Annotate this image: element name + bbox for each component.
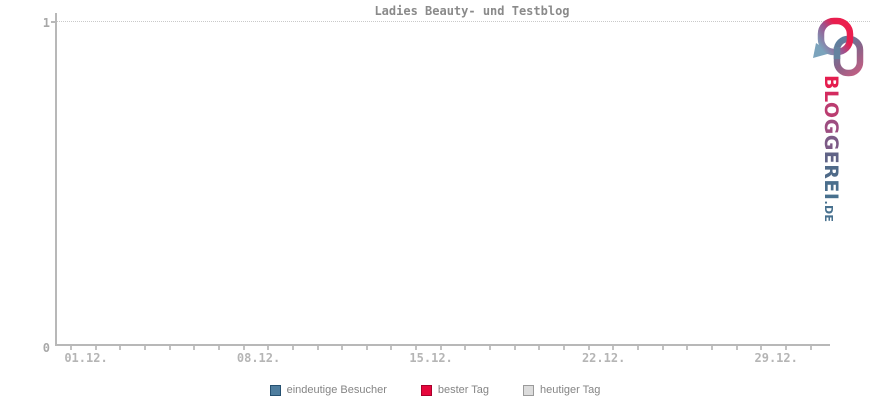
x-tick-label: 15.12.	[409, 351, 453, 365]
legend: eindeutige Besucher bester Tag heutiger Ta…	[0, 384, 870, 396]
x-tick	[612, 346, 615, 350]
x-tick	[242, 346, 245, 350]
legend-item: heutiger Tag	[523, 384, 600, 396]
x-tick-label: 08.12.	[236, 351, 281, 365]
x-tick	[809, 346, 812, 350]
x-tick	[439, 346, 442, 350]
x-tick	[710, 346, 713, 350]
x-tick	[193, 346, 196, 350]
x-tick	[563, 346, 565, 350]
x-tick	[94, 346, 97, 350]
legend-label: bester Tag	[437, 384, 490, 396]
x-tick	[636, 346, 639, 350]
bloggerei-logo-mark	[813, 17, 864, 77]
x-tick	[70, 346, 72, 350]
x-tick	[341, 346, 344, 350]
x-tick	[538, 346, 541, 350]
bloggerei-logo-text: BLOGGEREI.DE	[820, 75, 842, 223]
dotted-gridline-y1	[56, 21, 870, 22]
x-tick	[464, 346, 467, 350]
x-tick	[587, 346, 590, 350]
x-tick	[784, 346, 787, 350]
x-tick	[119, 346, 122, 350]
x-axis-line	[55, 344, 830, 346]
x-tick	[415, 346, 418, 350]
x-tick	[143, 346, 146, 350]
y-axis-line	[55, 13, 57, 346]
x-tick	[686, 346, 689, 350]
y-tick-label-0: 0	[42, 341, 50, 355]
legend-item: eindeutige Besucher	[269, 384, 387, 396]
legend-label: heutiger Tag	[540, 384, 601, 396]
logo-bubble-tail	[813, 43, 831, 58]
legend-label: eindeutige Besucher	[286, 384, 387, 396]
y-tick-label-1: 1	[42, 16, 50, 30]
x-tick	[267, 346, 270, 350]
x-tick	[661, 346, 664, 350]
legend-item: bester Tag	[420, 384, 490, 396]
x-tick	[735, 346, 738, 350]
x-tick	[489, 346, 492, 350]
x-tick-label: 29.12.	[754, 351, 798, 365]
x-tick-label: 01.12.	[64, 351, 108, 365]
x-tick	[760, 346, 763, 350]
legend-swatch	[269, 384, 281, 396]
x-tick	[291, 346, 294, 350]
bloggerei-logo-tld: .DE	[822, 200, 835, 223]
x-tick	[390, 346, 393, 350]
legend-swatch	[420, 384, 432, 396]
y-tick-1	[51, 21, 55, 23]
x-tick	[168, 346, 171, 350]
x-tick	[365, 346, 368, 350]
legend-swatch	[523, 384, 535, 396]
chart-title: Ladies Beauty- und Testblog	[374, 4, 570, 18]
x-tick	[217, 346, 220, 350]
x-tick	[316, 346, 319, 350]
x-tick	[513, 346, 516, 350]
x-tick-label: 22.12.	[581, 351, 626, 365]
